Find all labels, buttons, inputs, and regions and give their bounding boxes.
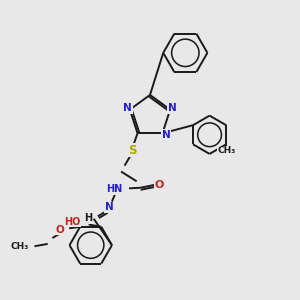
Text: N: N	[105, 202, 113, 212]
Text: CH₃: CH₃	[217, 146, 235, 155]
Text: HN: HN	[106, 184, 122, 194]
Text: O: O	[55, 225, 64, 235]
Text: CH₃: CH₃	[11, 242, 29, 251]
Text: N: N	[162, 130, 170, 140]
Text: H: H	[84, 213, 92, 223]
Text: O: O	[154, 180, 164, 190]
Text: HO: HO	[64, 217, 81, 227]
Text: N: N	[123, 103, 132, 113]
Text: S: S	[128, 144, 136, 157]
Text: N: N	[168, 103, 177, 113]
